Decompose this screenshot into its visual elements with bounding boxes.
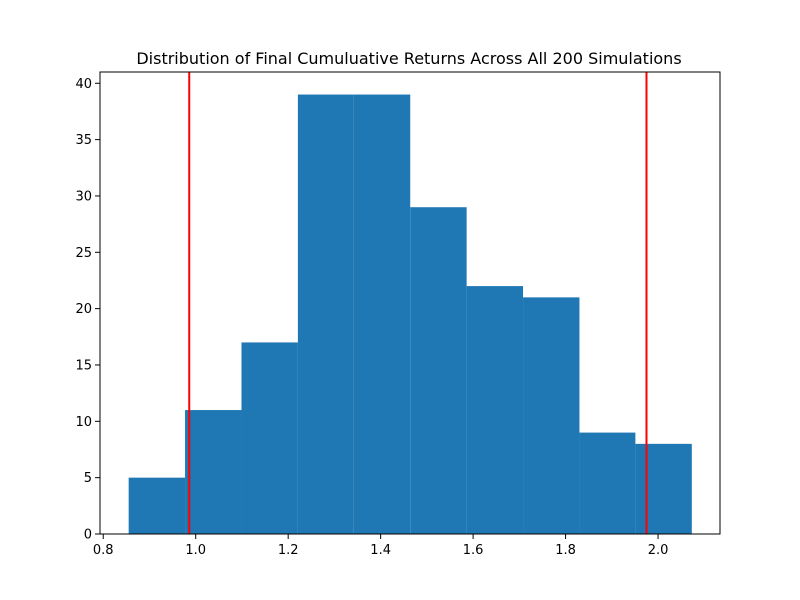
histogram-bar-3 [241,342,298,534]
histogram-bar-8 [523,297,580,534]
histogram-bar-9 [579,432,636,534]
y-tick-label: 0 [84,528,92,543]
threshold-lines-layer [188,72,648,534]
y-tick-label: 30 [75,189,92,204]
x-tick-label: 1.0 [185,543,206,558]
histogram-bar-1 [128,477,186,534]
x-tick-label: 1.8 [555,543,576,558]
histogram-bar-2 [185,410,242,534]
y-tick-label: 40 [75,77,92,92]
x-tick-label: 1.6 [463,543,484,558]
x-tick-label: 1.4 [370,543,391,558]
bars-layer [128,94,692,534]
y-tick-label: 25 [75,246,92,261]
histogram-bar-4 [297,94,354,534]
y-axis: 0 5 10 15 20 25 30 35 40 [75,77,100,543]
histogram-bar-10 [635,443,692,534]
y-tick-label: 20 [75,302,92,317]
histogram-bar-5 [353,94,411,534]
y-tick-label: 15 [75,358,92,373]
histogram-bar-6 [410,207,467,534]
x-tick-label: 0.8 [93,543,114,558]
y-tick-label: 10 [75,415,92,430]
x-tick-label: 1.2 [278,543,299,558]
y-tick-label: 35 [75,133,92,148]
x-tick-label: 2.0 [648,543,669,558]
plot-frame [99,71,721,535]
y-tick-label: 5 [84,471,92,486]
histogram-bar-7 [466,286,524,534]
chart-title: Distribution of Final Cumuluative Return… [136,49,681,68]
x-axis: 0.8 1.0 1.2 1.4 1.6 1.8 2.0 [93,534,668,558]
